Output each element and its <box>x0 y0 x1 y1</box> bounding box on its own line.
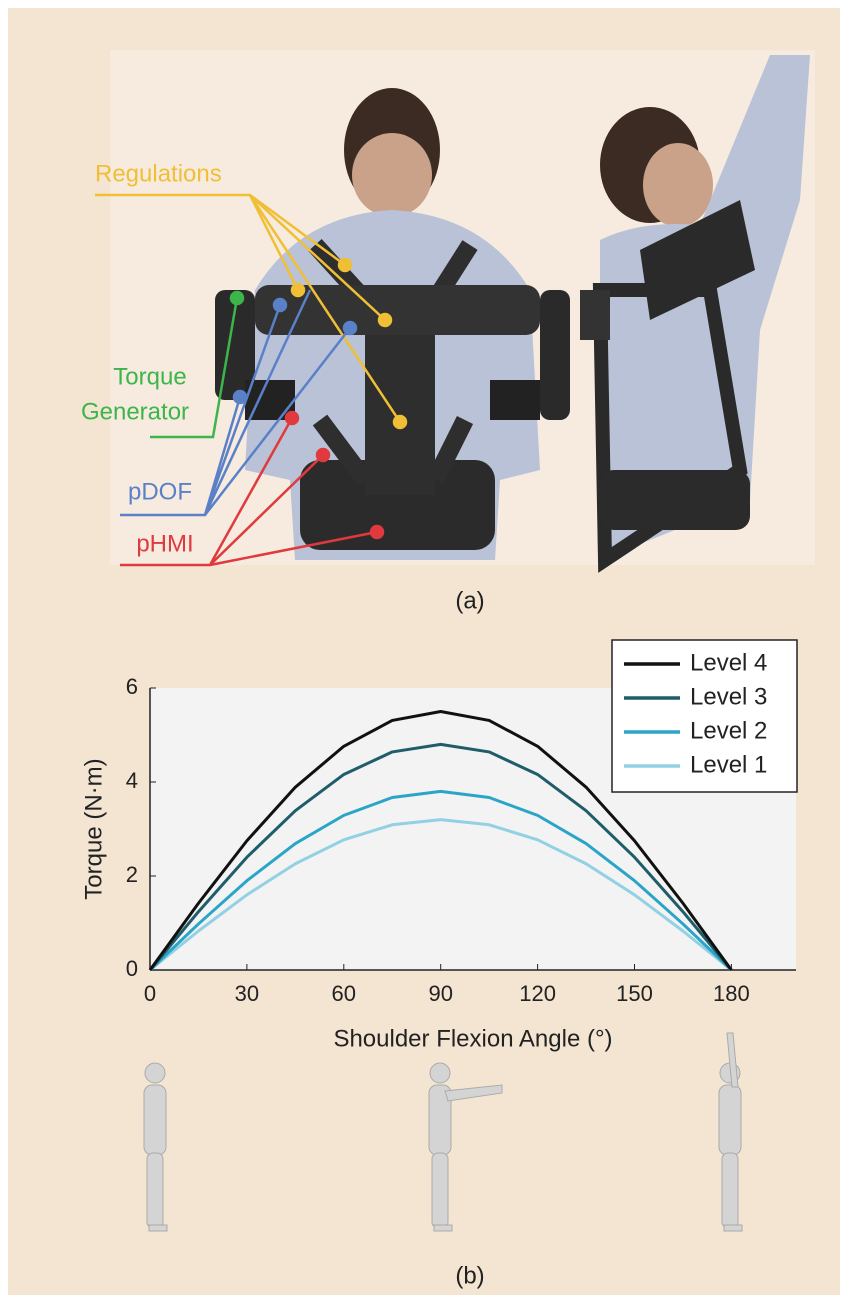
x-tick-label: 120 <box>519 981 556 1006</box>
y-tick-label: 6 <box>126 674 138 699</box>
y-axis-label: Torque (N·m) <box>80 758 107 899</box>
y-tick-label: 0 <box>126 956 138 981</box>
x-tick-label: 150 <box>616 981 653 1006</box>
legend-label: Level 1 <box>690 751 767 778</box>
x-tick-label: 60 <box>332 981 356 1006</box>
y-tick-label: 2 <box>126 862 138 887</box>
label-torque-generator: Torque <box>113 363 186 390</box>
label-torque-generator: Generator <box>81 398 189 425</box>
label-pdof: pDOF <box>128 478 192 505</box>
x-tick-label: 0 <box>144 981 156 1006</box>
x-tick-label: 30 <box>235 981 259 1006</box>
label-regulations: Regulations <box>95 160 222 187</box>
y-tick-label: 4 <box>126 768 138 793</box>
legend-label: Level 4 <box>690 649 767 676</box>
legend-label: Level 2 <box>690 717 767 744</box>
caption: (a) <box>455 587 484 614</box>
x-axis-label: Shoulder Flexion Angle (°) <box>333 1025 612 1052</box>
x-tick-label: 90 <box>428 981 452 1006</box>
x-tick-label: 180 <box>713 981 750 1006</box>
legend-label: Level 3 <box>690 683 767 710</box>
label-phmi: pHMI <box>136 530 193 557</box>
figure: Regulations Torque Generator pDOF pHMI (… <box>0 0 848 1303</box>
caption: (b) <box>455 1262 484 1289</box>
